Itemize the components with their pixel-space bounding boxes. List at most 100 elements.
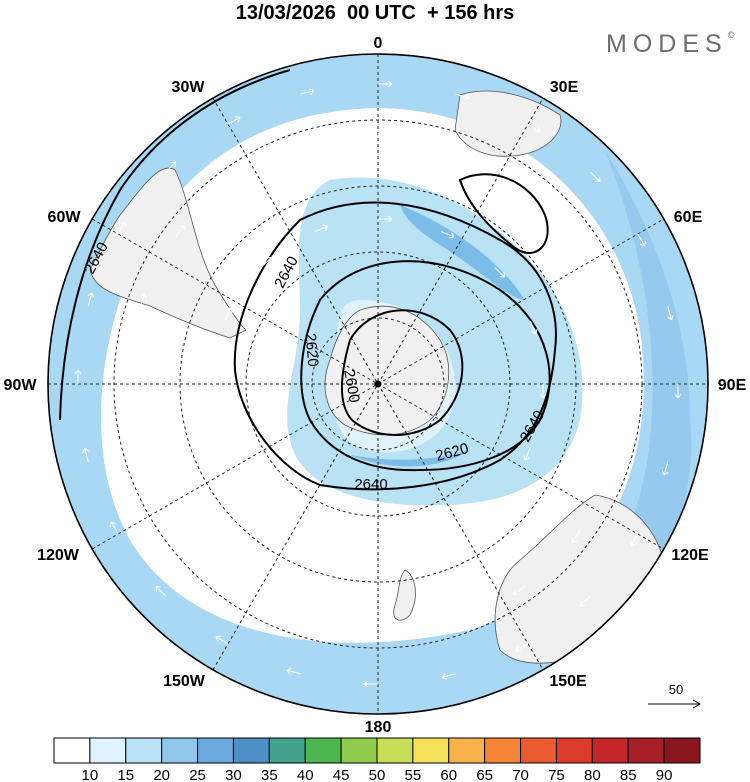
wind-arrow	[230, 172, 243, 183]
wind-arrow	[260, 256, 272, 268]
wind-arrow	[227, 116, 241, 125]
wind-arrow	[287, 615, 301, 623]
colorbar-tick-label: 65	[476, 767, 493, 782]
colorbar-tick-label: 50	[369, 767, 386, 782]
wind-arrow	[215, 635, 229, 645]
contour-label: 2620	[302, 333, 322, 368]
wind-arrow	[609, 461, 617, 475]
wind-arrow	[637, 233, 646, 247]
meridian-label-180: 180	[365, 719, 392, 736]
contour-2600	[341, 309, 464, 436]
wind-arrow	[218, 433, 227, 448]
wind-arrow	[529, 320, 538, 335]
colorbar-tick-label: 40	[297, 767, 314, 782]
wind-arrow	[440, 231, 455, 239]
colorbar-swatch	[448, 737, 486, 764]
wind-arrow	[629, 533, 639, 547]
contour-label: 2640	[354, 476, 387, 493]
map-border	[47, 53, 709, 715]
wind-arrow	[74, 369, 82, 384]
height-contours	[59, 69, 557, 491]
land-antarctica	[324, 305, 450, 436]
reference-vector-label: 50	[669, 682, 683, 697]
contour-label: 2600	[340, 368, 363, 404]
wind-arrow	[515, 643, 529, 652]
meridian-label-150w: 150W	[163, 673, 206, 690]
colorbar-swatch	[555, 737, 593, 764]
meridian-label-60e: 60E	[674, 209, 703, 226]
meridian-label-120w: 120W	[37, 547, 80, 564]
copyright-mark: ©	[727, 30, 735, 40]
wind-shading-strong-streak	[400, 205, 525, 300]
wind-vectors	[74, 80, 682, 688]
wind-arrow	[484, 500, 496, 512]
south-pole-marker	[374, 380, 382, 388]
wind-arrow	[110, 521, 119, 535]
wind-arrow	[363, 630, 378, 638]
colorbar-tick-label: 35	[261, 767, 278, 782]
wind-arrow	[494, 266, 506, 278]
wind-shading-east-streak	[570, 150, 692, 650]
colorbar-swatch	[268, 737, 306, 764]
wind-arrow	[539, 384, 547, 399]
wind-arrow	[363, 545, 378, 553]
colorbar-tick-label: 30	[225, 767, 242, 782]
meridian-label-150e: 150E	[549, 673, 587, 690]
wind-arrow	[579, 236, 590, 249]
wind-arrow	[513, 585, 526, 596]
colorbar-swatch	[304, 737, 342, 764]
contour-2640-outer	[59, 69, 291, 421]
meridian-label-30e: 30E	[550, 79, 579, 96]
contour-2640-cutoff-high	[458, 173, 549, 254]
wind-arrow	[175, 225, 185, 238]
colorbar-swatch	[412, 737, 450, 764]
colorbar-swatch	[125, 737, 163, 764]
wind-arrow	[300, 139, 315, 147]
meridian-label-60w: 60W	[48, 209, 82, 226]
wind-arrow	[209, 369, 217, 384]
colorbar-swatch	[663, 737, 701, 764]
colorbar-swatch	[232, 737, 270, 764]
colorbar-swatch	[484, 737, 522, 764]
wind-arrow	[139, 293, 147, 307]
colorbar-swatch	[340, 737, 378, 764]
colorbar-tick-label: 60	[440, 767, 457, 782]
colorbar-tick-label: 55	[405, 767, 422, 782]
wind-arrow	[155, 585, 167, 597]
colorbar-tick-label: 15	[117, 767, 134, 782]
meridian-label-30w: 30W	[172, 79, 206, 96]
wind-arrow	[455, 145, 469, 153]
wind-arrow	[378, 215, 393, 223]
colorbar-swatch	[89, 737, 127, 764]
land-new-zealand	[393, 569, 416, 621]
wind-arrow	[661, 461, 669, 476]
colorbar-swatch	[53, 737, 91, 764]
wind-shading-strong-streak-south	[350, 450, 470, 467]
wind-arrow	[674, 384, 682, 399]
wind-arrow	[166, 519, 177, 532]
colorbar-swatch	[591, 737, 629, 764]
wind-arrow	[378, 130, 393, 138]
colorbar-tick-label: 75	[548, 767, 565, 782]
wind-arrow	[524, 181, 537, 191]
reference-arrow-head	[692, 699, 701, 709]
wind-arrow	[589, 171, 601, 183]
reference-vector: 50	[648, 682, 701, 709]
land-africa-tip	[454, 90, 562, 157]
meridian-label-90w: 90W	[4, 377, 38, 394]
wind-arrow	[455, 93, 470, 101]
wind-arrow	[579, 595, 591, 607]
wind-arrow	[300, 88, 315, 95]
wind-arrow	[314, 224, 329, 233]
wind-arrow	[225, 307, 233, 322]
wind-arrow	[219, 577, 232, 587]
colorbar-swatch	[376, 737, 414, 764]
wind-arrow	[286, 667, 301, 675]
meridian-label-120e: 120E	[671, 547, 709, 564]
wind-arrow	[441, 621, 456, 629]
wind-arrow	[133, 447, 141, 462]
colorbar-tick-label: 70	[512, 767, 529, 782]
meridian-label-90e: 90E	[718, 377, 747, 394]
colorbar-swatch	[520, 737, 557, 764]
